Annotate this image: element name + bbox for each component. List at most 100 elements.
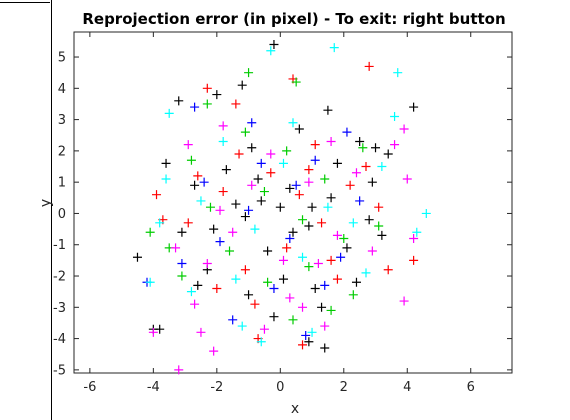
data-point-1	[202, 83, 212, 93]
data-point-2	[282, 146, 292, 156]
data-point-5	[304, 177, 314, 187]
data-point-0	[161, 158, 171, 168]
data-point-2	[298, 215, 308, 225]
data-point-3	[177, 259, 187, 269]
data-point-2	[186, 155, 196, 165]
data-point-0	[240, 212, 250, 222]
data-point-4	[155, 218, 165, 228]
data-point-4	[266, 46, 276, 56]
y-tick-label: -2	[53, 270, 66, 285]
data-point-4	[348, 218, 358, 228]
data-point-5	[399, 296, 409, 306]
data-point-0	[237, 80, 247, 90]
data-point-0	[383, 149, 393, 159]
data-point-1	[250, 299, 260, 309]
data-point-0	[155, 324, 165, 334]
data-point-0	[377, 230, 387, 240]
data-point-2	[225, 246, 235, 256]
data-point-5	[332, 230, 342, 240]
data-point-5	[409, 233, 419, 243]
data-point-5	[298, 302, 308, 312]
data-point-0	[285, 183, 295, 193]
data-point-2	[288, 315, 298, 325]
data-point-0	[244, 290, 254, 300]
data-point-2	[374, 221, 384, 231]
window-frame-top-line	[0, 2, 50, 3]
data-point-0	[212, 90, 222, 100]
data-point-0	[304, 221, 314, 231]
data-point-0	[332, 158, 342, 168]
y-tick-label: -3	[53, 301, 66, 316]
data-point-1	[152, 190, 162, 200]
data-point-0	[269, 40, 279, 50]
data-point-3	[190, 102, 200, 112]
data-point-1	[364, 61, 374, 71]
data-point-5	[190, 299, 200, 309]
data-point-3	[336, 252, 346, 262]
data-point-0	[193, 280, 203, 290]
x-tick-label: 4	[403, 380, 411, 395]
data-point-0	[177, 227, 187, 237]
data-point-0	[367, 177, 377, 187]
data-point-3	[247, 118, 257, 128]
data-point-4	[361, 268, 371, 278]
y-tick-label: -1	[53, 238, 66, 253]
data-point-1	[332, 274, 342, 284]
data-point-1	[326, 255, 336, 265]
data-point-1	[193, 171, 203, 181]
window-frame-left-line	[51, 0, 52, 420]
x-tick-label: 6	[467, 380, 475, 395]
data-point-4	[218, 136, 228, 146]
data-point-1	[231, 99, 241, 109]
data-point-4	[164, 108, 174, 118]
data-point-1	[298, 340, 308, 350]
data-point-3	[355, 196, 365, 206]
data-point-4	[390, 111, 400, 121]
data-point-0	[174, 96, 184, 106]
y-tick-label: 3	[58, 113, 66, 128]
data-point-5	[228, 227, 238, 237]
data-point-0	[190, 180, 200, 190]
y-tick-label: 2	[58, 144, 66, 159]
data-point-5	[285, 293, 295, 303]
data-point-3	[310, 155, 320, 165]
data-point-0	[355, 136, 365, 146]
data-point-5	[313, 259, 323, 269]
data-point-4	[196, 196, 206, 206]
data-point-3	[215, 237, 225, 247]
data-point-3	[269, 284, 279, 294]
data-point-0	[371, 143, 381, 153]
data-point-5	[367, 246, 377, 256]
data-point-1	[294, 190, 304, 200]
data-point-0	[323, 105, 333, 115]
data-point-0	[247, 143, 257, 153]
data-point-4	[329, 43, 339, 53]
data-point-0	[275, 202, 285, 212]
x-tick-label: -6	[83, 380, 96, 395]
data-point-1	[218, 187, 228, 197]
data-point-1	[317, 218, 327, 228]
y-tick-label: 1	[58, 176, 66, 191]
data-point-2	[259, 187, 269, 197]
data-point-0	[342, 243, 352, 253]
data-point-4	[231, 274, 241, 284]
data-point-0	[221, 165, 231, 175]
data-point-2	[339, 233, 349, 243]
data-point-5	[209, 346, 219, 356]
data-point-5	[399, 124, 409, 134]
data-point-4	[186, 287, 196, 297]
data-point-0	[409, 102, 419, 112]
data-point-4	[278, 158, 288, 168]
data-point-3	[342, 127, 352, 137]
data-point-0	[326, 193, 336, 203]
data-point-4	[307, 327, 317, 337]
data-point-2	[320, 174, 330, 184]
data-point-1	[282, 243, 292, 253]
data-point-4	[237, 321, 247, 331]
data-point-0	[310, 284, 320, 294]
x-tick-label: -2	[210, 380, 223, 395]
data-point-4	[377, 162, 387, 172]
data-point-1	[361, 162, 371, 172]
data-point-0	[304, 337, 314, 347]
